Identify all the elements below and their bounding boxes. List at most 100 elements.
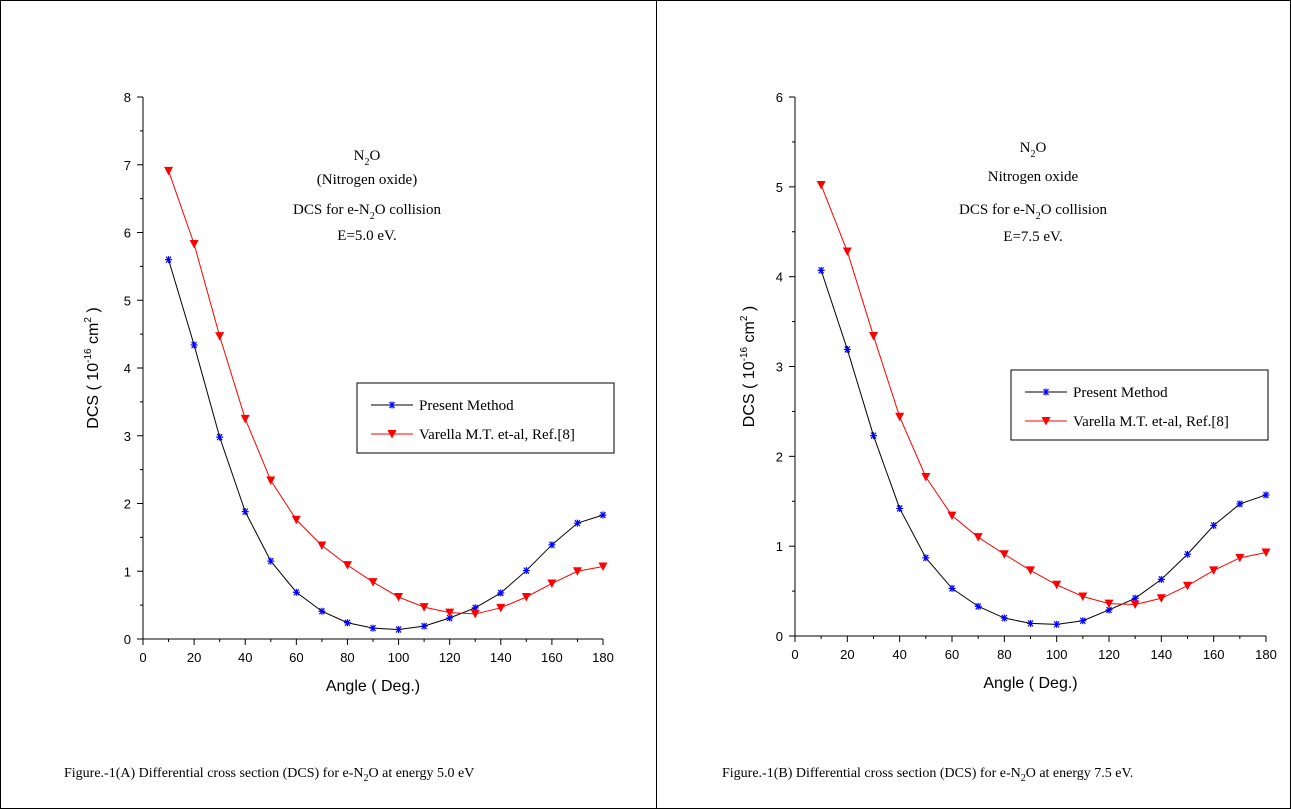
legend-box bbox=[356, 382, 615, 454]
data-point-triangle bbox=[1078, 592, 1088, 601]
data-point-asterisk bbox=[388, 401, 396, 409]
annotation-formula: N2O bbox=[1020, 140, 1047, 160]
chart-a: 0 20 40 60 80 100 120 140 160 180 0 1 2 3 4 5 6 7 8 Angle (… bbox=[83, 90, 615, 695]
caption-b-suffix: O at energy 7.5 eV. bbox=[1025, 766, 1134, 781]
x-tick-label: 100 bbox=[1046, 647, 1068, 662]
data-point-triangle bbox=[1104, 599, 1114, 609]
y-tick-label: 8 bbox=[124, 90, 131, 105]
caption-a-prefix: Figure.-1(A) Differential cross section … bbox=[64, 766, 364, 781]
series-present-method bbox=[165, 256, 607, 634]
y-tick-label: 1 bbox=[776, 539, 783, 554]
data-point-triangle bbox=[973, 533, 983, 542]
caption-figure-1a: Figure.-1(A) Differential cross section … bbox=[64, 766, 474, 784]
legend-label: Present Method bbox=[419, 398, 514, 414]
data-point-asterisk bbox=[292, 588, 300, 596]
data-point-asterisk bbox=[497, 589, 505, 597]
data-point-asterisk bbox=[1000, 614, 1008, 622]
x-tick-label: 40 bbox=[892, 647, 906, 662]
annotation-energy: E=5.0 eV. bbox=[337, 228, 396, 244]
data-point-triangle bbox=[547, 579, 557, 588]
data-point-triangle bbox=[895, 412, 905, 422]
y-title-mid: cm bbox=[741, 321, 758, 347]
data-point-asterisk bbox=[573, 519, 581, 527]
x-axis-title: Angle ( Deg.) bbox=[983, 675, 1077, 692]
x-axis-title: Angle ( Deg.) bbox=[326, 678, 420, 695]
y-title-prefix: DCS ( 10 bbox=[85, 363, 102, 429]
data-point-asterisk bbox=[1042, 388, 1050, 396]
annotation-name: (Nitrogen oxide) bbox=[317, 172, 417, 188]
data-point-triangle bbox=[1026, 566, 1035, 575]
data-point-triangle bbox=[470, 609, 480, 619]
data-point-asterisk bbox=[948, 584, 956, 592]
data-point-triangle bbox=[999, 550, 1009, 559]
x-tick-label: 0 bbox=[139, 650, 146, 665]
data-point-asterisk bbox=[216, 433, 224, 441]
series-present-method bbox=[817, 266, 1270, 628]
data-point-triangle bbox=[291, 515, 301, 525]
x-tick-label: 140 bbox=[490, 650, 512, 665]
series-line bbox=[168, 170, 604, 615]
data-point-asterisk bbox=[1236, 500, 1244, 508]
legend-label: Varella M.T. et-al, Ref.[8] bbox=[1073, 414, 1229, 430]
y-tick-label: 6 bbox=[776, 90, 783, 105]
data-point-triangle bbox=[394, 592, 404, 602]
data-point-asterisk bbox=[165, 256, 173, 264]
data-point-triangle bbox=[317, 541, 327, 551]
x-tick-label: 20 bbox=[840, 647, 854, 662]
data-point-asterisk bbox=[1053, 620, 1061, 628]
data-point-asterisk bbox=[974, 602, 982, 610]
data-point-triangle bbox=[368, 578, 378, 587]
annotation-dcs: DCS for e-N2O collision bbox=[959, 202, 1107, 222]
data-point-asterisk bbox=[548, 541, 556, 549]
data-point-asterisk bbox=[896, 504, 904, 512]
x-tick-label: 60 bbox=[289, 650, 303, 665]
data-point-asterisk bbox=[843, 345, 851, 353]
data-point-asterisk bbox=[599, 511, 607, 519]
annotation-formula: N2O bbox=[354, 148, 381, 168]
x-tick-label: 40 bbox=[238, 650, 252, 665]
data-point-asterisk bbox=[922, 554, 930, 562]
series-varella-ref bbox=[164, 166, 608, 619]
series-line bbox=[820, 270, 1267, 625]
data-point-asterisk bbox=[369, 624, 377, 632]
caption-a-sub: 2 bbox=[363, 772, 369, 784]
x-tick-label: 100 bbox=[388, 650, 410, 665]
x-tick-label: 80 bbox=[340, 650, 354, 665]
x-tick-label: 80 bbox=[997, 647, 1011, 662]
data-point-triangle bbox=[1156, 594, 1166, 603]
data-point-triangle bbox=[164, 166, 174, 176]
x-tick-label: 120 bbox=[439, 650, 461, 665]
data-point-triangle bbox=[496, 603, 506, 613]
y-tick-label: 4 bbox=[124, 361, 131, 376]
legend: Present Method Varella M.T. et-al, Ref.[8… bbox=[1010, 369, 1269, 441]
y-title-exp1: -16 bbox=[83, 348, 94, 363]
data-point-triangle bbox=[1209, 566, 1219, 575]
data-point-asterisk bbox=[1027, 619, 1034, 627]
data-point-asterisk bbox=[1157, 575, 1165, 583]
legend-label: Present Method bbox=[1073, 385, 1168, 401]
x-tick-label: 180 bbox=[1255, 647, 1277, 662]
data-point-triangle bbox=[521, 592, 531, 602]
data-point-triangle bbox=[1052, 580, 1062, 590]
data-point-triangle bbox=[598, 562, 608, 572]
data-point-triangle bbox=[445, 608, 455, 618]
y-title-exp2: 2 bbox=[739, 315, 750, 321]
data-point-asterisk bbox=[267, 557, 275, 565]
panel-divider bbox=[656, 0, 657, 809]
data-point-asterisk bbox=[420, 622, 428, 630]
y-title-suffix: ) bbox=[741, 306, 758, 316]
caption-figure-1b: Figure.-1(B) Differential cross section … bbox=[722, 766, 1133, 784]
y-tick-label: 5 bbox=[124, 293, 131, 308]
y-title-suffix: ) bbox=[85, 307, 102, 317]
y-tick-label: 2 bbox=[776, 449, 783, 464]
series-line bbox=[168, 259, 604, 631]
y-tick-label: 5 bbox=[776, 180, 783, 195]
chart-b: 0 20 40 60 80 100 120 140 160 180 0 1 2 3 4 5 6 Angle ( D… bbox=[739, 90, 1277, 692]
data-point-asterisk bbox=[817, 266, 825, 274]
data-point-triangle bbox=[921, 472, 931, 482]
annotation-energy: E=7.5 eV. bbox=[1003, 229, 1062, 245]
annotation-name: Nitrogen oxide bbox=[988, 169, 1079, 185]
y-tick-label: 1 bbox=[124, 564, 131, 579]
data-point-triangle bbox=[572, 567, 582, 576]
